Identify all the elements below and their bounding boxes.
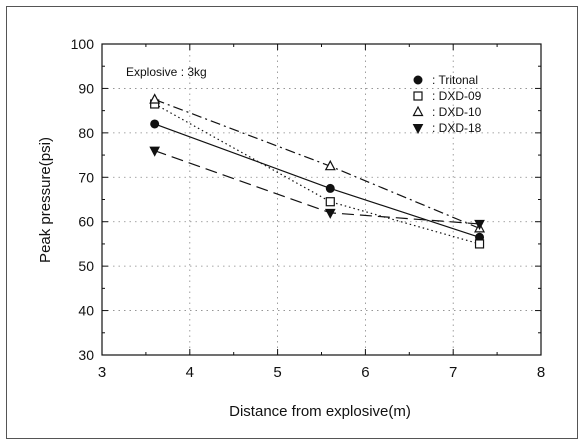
legend-marker <box>413 91 423 101</box>
series-line-1 <box>154 103 480 245</box>
legend-label: : DXD-18 <box>432 121 482 135</box>
legend: : Tritonal : DXD-09 : DXD-10 : DXD-18 <box>412 73 482 135</box>
axis-ticks: 3 4 5 6 7 8 30 40 50 60 70 80 90 100 <box>71 36 546 381</box>
series-lines <box>154 98 480 245</box>
data-point <box>324 159 336 171</box>
series-line-0 <box>154 123 480 238</box>
x-tick-label: 5 <box>273 364 281 381</box>
data-point <box>149 146 161 157</box>
legend-marker <box>413 75 423 85</box>
data-point <box>325 197 335 207</box>
series-line-3 <box>154 150 480 225</box>
data-point <box>474 219 485 231</box>
y-tick-label: 80 <box>78 125 94 141</box>
y-tick-label: 60 <box>78 214 94 230</box>
y-tick-label: 30 <box>78 347 94 363</box>
x-tick-label: 4 <box>186 364 194 381</box>
x-axis-label: Distance from explosive(m) <box>229 403 411 420</box>
y-tick-label: 100 <box>71 36 95 52</box>
data-point <box>150 119 160 129</box>
x-tick-label: 8 <box>537 364 545 381</box>
y-tick-label: 40 <box>78 303 94 319</box>
series-markers <box>149 93 486 249</box>
data-point <box>149 93 161 104</box>
y-axis-label: Peak pressure(psi) <box>37 137 54 263</box>
chart-annotation: Explosive : 3kg <box>126 65 207 79</box>
legend-label: : Tritonal <box>432 73 478 87</box>
legend-marker <box>412 105 424 117</box>
y-tick-label: 70 <box>78 169 94 185</box>
y-tick-label: 50 <box>78 258 94 274</box>
x-tick-label: 7 <box>449 364 457 381</box>
data-point <box>324 208 336 219</box>
figure-frame <box>6 6 578 439</box>
legend-marker <box>412 124 424 135</box>
data-point <box>474 239 485 249</box>
x-tick-label: 6 <box>361 364 369 381</box>
legend-label: : DXD-10 <box>432 105 482 119</box>
data-point <box>325 183 335 193</box>
legend-label: : DXD-09 <box>432 89 482 103</box>
x-tick-label: 3 <box>98 364 106 381</box>
y-tick-label: 90 <box>78 80 94 96</box>
series-line-2 <box>154 98 480 229</box>
